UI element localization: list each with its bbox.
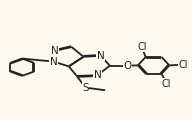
- Text: N: N: [50, 57, 57, 67]
- Text: Cl: Cl: [137, 42, 147, 52]
- Text: N: N: [94, 70, 101, 80]
- Text: S: S: [82, 83, 89, 93]
- Text: N: N: [97, 51, 105, 61]
- Text: O: O: [124, 61, 132, 71]
- Text: N: N: [51, 46, 59, 56]
- Text: Cl: Cl: [161, 79, 171, 89]
- Text: Cl: Cl: [179, 60, 188, 70]
